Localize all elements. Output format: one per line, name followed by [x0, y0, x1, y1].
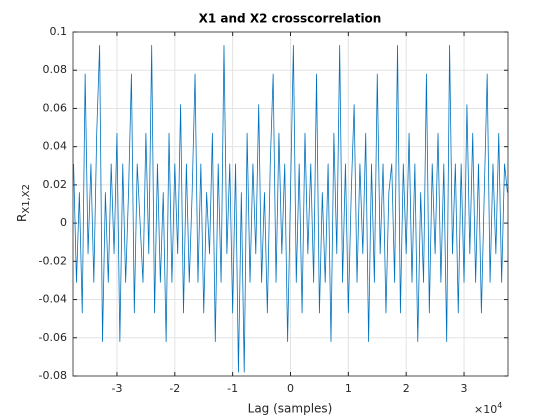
data-line: [73, 44, 508, 373]
y-axis-label-main: R: [15, 214, 29, 222]
x-tick-label: 1: [345, 382, 352, 395]
y-tick-label: -0.06: [39, 331, 67, 344]
y-tick-label: 0.02: [43, 178, 68, 191]
x-tick-label: 3: [461, 382, 468, 395]
x-exponent-power: 4: [497, 401, 502, 410]
y-tick-label: 0.04: [43, 140, 68, 153]
x-tick-label: -2: [169, 382, 180, 395]
y-tick-label: -0.04: [39, 293, 67, 306]
axes-box: [72, 31, 509, 377]
chart-title: X1 and X2 crosscorrelation: [199, 12, 382, 26]
x-exponent-base: ×10: [474, 403, 497, 416]
x-tick-label: -3: [111, 382, 122, 395]
x-exponent: ×104: [474, 401, 502, 417]
y-tick-label: 0.08: [43, 63, 68, 76]
x-tick-label: 2: [403, 382, 410, 395]
y-tick-label: 0.06: [43, 101, 68, 114]
y-tick-label: 0: [60, 216, 67, 229]
y-tick-label: -0.08: [39, 369, 67, 382]
y-tick-label: 0.1: [50, 25, 68, 38]
x-axis-label: Lag (samples): [248, 402, 333, 416]
y-axis-label-subscript: X1,X2: [21, 184, 32, 214]
x-tick-label: -1: [227, 382, 238, 395]
y-tick-label: -0.02: [39, 254, 67, 267]
x-tick-label: 0: [287, 382, 294, 395]
y-axis-label: RX1,X2: [15, 184, 33, 222]
